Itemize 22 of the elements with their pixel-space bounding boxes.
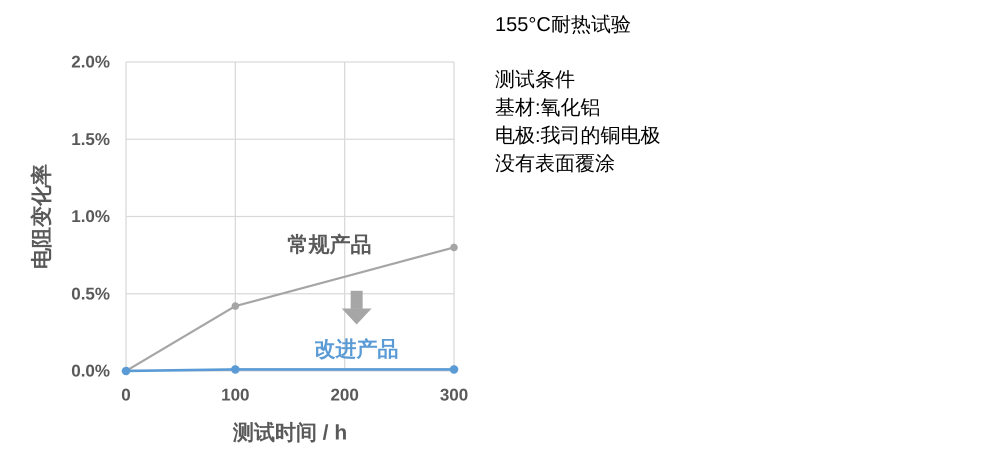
text: 电极:我司的铜电极 xyxy=(495,125,661,147)
y-tick-label: 0.0% xyxy=(71,362,110,380)
y-axis-title: 电阻变化率 xyxy=(30,164,54,269)
series-label: 改进产品 xyxy=(314,338,399,361)
text: 没有表面覆涂 xyxy=(495,153,615,175)
text: 155°C耐热试验 xyxy=(495,14,631,36)
y-tick-label: 1.5% xyxy=(71,130,110,149)
text: 测试条件 xyxy=(495,69,575,91)
x-tick-label: 300 xyxy=(440,386,468,404)
y-tick-label: 2.0% xyxy=(71,52,110,72)
x-axis-title: 测试时间 / h xyxy=(232,422,348,444)
point xyxy=(450,365,458,374)
point xyxy=(231,365,240,374)
text: 基材:氧化铝 xyxy=(495,97,601,119)
x-tick-label: 0 xyxy=(121,386,131,404)
point xyxy=(450,244,458,252)
series-label: 常规产品 xyxy=(288,233,372,256)
x-tick-label: 200 xyxy=(330,386,359,404)
point xyxy=(232,302,240,310)
y-tick-label: 1.0% xyxy=(71,207,110,226)
x-tick-label: 100 xyxy=(221,386,250,404)
y-tick-label: 0.5% xyxy=(71,284,110,304)
